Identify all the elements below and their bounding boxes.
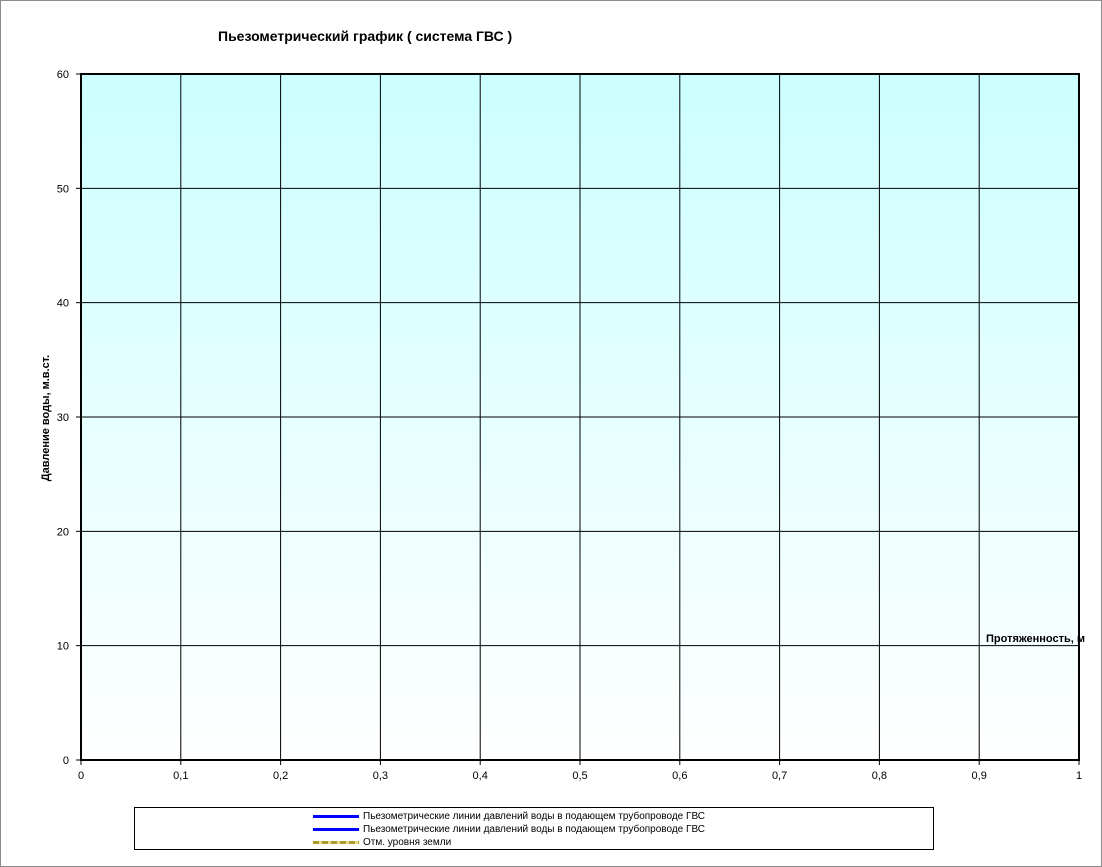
x-tick-label: 0,1 xyxy=(173,770,188,782)
y-tick-label: 20 xyxy=(57,526,69,538)
x-tick-label: 0,6 xyxy=(672,770,687,782)
x-tick-label: 0,3 xyxy=(373,770,388,782)
x-tick-label: 1 xyxy=(1076,770,1082,782)
x-tick-label: 0,2 xyxy=(273,770,288,782)
legend-item: Отм. уровня земли xyxy=(313,836,451,849)
x-tick-label: 0,8 xyxy=(872,770,887,782)
x-tick-label: 0,9 xyxy=(972,770,987,782)
x-tick-label: 0,5 xyxy=(572,770,587,782)
legend-item: Пьезометрические линии давлений воды в п… xyxy=(313,810,705,823)
y-axis-label: Давление воды, м.в.ст. xyxy=(40,354,52,482)
x-axis-ticks: 0 0,1 0,2 0,3 0,4 0,5 0,6 0,7 0,8 0,9 1 xyxy=(78,760,1082,782)
y-tick-label: 0 xyxy=(63,755,69,767)
y-tick-label: 50 xyxy=(57,183,69,195)
y-tick-label: 60 xyxy=(57,69,69,81)
y-axis-ticks: 0 10 20 30 40 50 60 xyxy=(57,69,81,767)
legend-swatch xyxy=(313,828,359,831)
legend-swatch xyxy=(313,841,359,844)
legend-swatch xyxy=(313,815,359,818)
legend: Пьезометрические линии давлений воды в п… xyxy=(134,807,934,850)
x-tick-label: 0 xyxy=(78,770,84,782)
x-tick-label: 0,4 xyxy=(473,770,488,782)
y-tick-label: 30 xyxy=(57,412,69,424)
y-tick-label: 10 xyxy=(57,641,69,653)
x-axis-label: Протяженность, м xyxy=(986,633,1086,645)
legend-label: Пьезометрические линии давлений воды в п… xyxy=(363,824,705,835)
chart-title: Пьезометрический график ( система ГВС ) xyxy=(218,28,513,44)
legend-item: Пьезометрические линии давлений воды в п… xyxy=(313,823,705,836)
y-tick-label: 40 xyxy=(57,298,69,310)
legend-label: Отм. уровня земли xyxy=(363,837,452,848)
legend-label: Пьезометрические линии давлений воды в п… xyxy=(363,811,705,822)
x-tick-label: 0,7 xyxy=(772,770,787,782)
